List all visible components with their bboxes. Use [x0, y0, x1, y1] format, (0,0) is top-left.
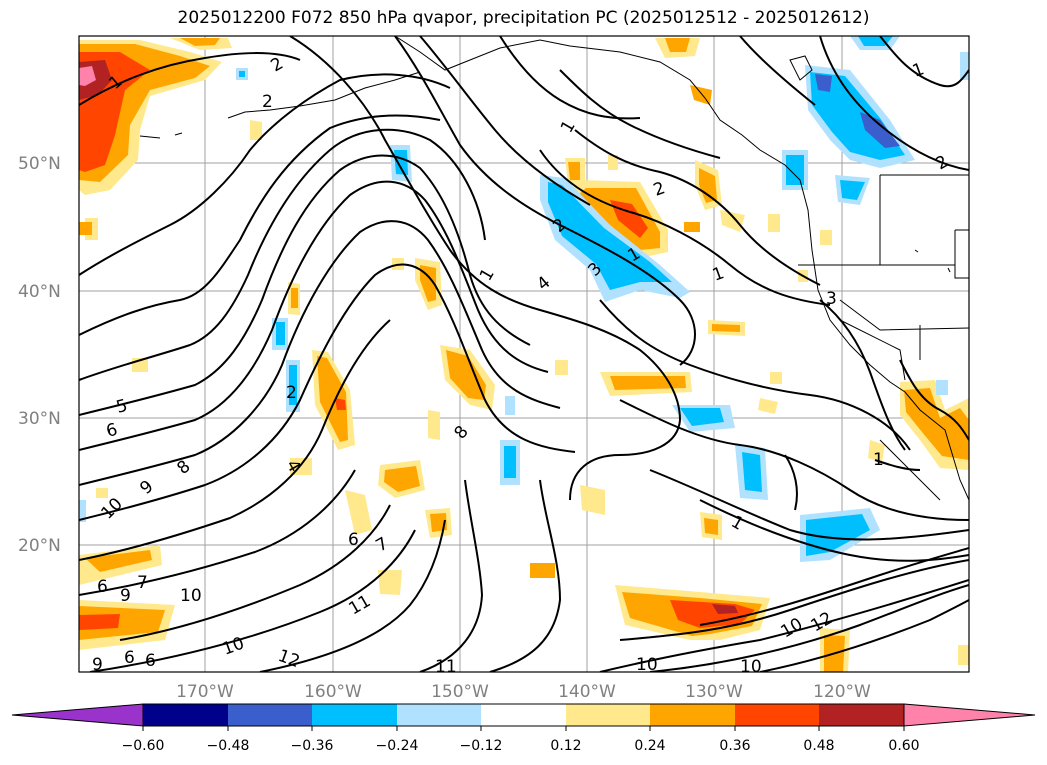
lon-label-130w: 130°W: [685, 682, 743, 702]
lon-label-170w: 170°W: [176, 682, 234, 702]
colorbar-tick-label: −0.60: [122, 738, 165, 754]
colorbar-segment: [735, 704, 819, 726]
colorbar-tick-label: 0.48: [803, 738, 834, 754]
lat-label-30n: 30°N: [18, 409, 61, 429]
colorbar-segment: [819, 704, 904, 726]
colorbar-tick-label: 0.60: [888, 738, 919, 754]
contour-label: 6: [124, 648, 135, 668]
contour-label: 9: [120, 586, 131, 606]
contour-label: 6: [104, 420, 120, 442]
contour-label: 6: [97, 577, 108, 597]
lat-label-20n: 20°N: [18, 536, 61, 556]
precip-negative-shading: [79, 36, 969, 562]
coastlines: [139, 36, 969, 501]
latitude-labels: 50°N 40°N 30°N 20°N: [18, 154, 61, 556]
contour-label: 1: [873, 450, 884, 470]
colorbar-extend-high: [903, 703, 1036, 727]
precip-positive-shading: [79, 38, 969, 672]
lon-label-120w: 120°W: [813, 682, 871, 702]
colorbar-tick-label: −0.36: [291, 738, 334, 754]
contour-label: 9: [92, 655, 103, 675]
lat-label-50n: 50°N: [18, 154, 61, 174]
colorbar-tick-label: 0.24: [634, 738, 665, 754]
plot-frame: [78, 35, 970, 673]
lon-label-150w: 150°W: [431, 682, 489, 702]
colorbar-tick-label: −0.48: [207, 738, 250, 754]
colorbar: −0.60 −0.48 −0.36 −0.24 −0.12 0.12 0.24 …: [11, 703, 1036, 754]
colorbar-segment: [143, 704, 228, 726]
colorbar-frame: [142, 703, 905, 727]
lon-label-140w: 140°W: [558, 682, 616, 702]
contour-label: 6: [348, 530, 359, 550]
lon-label-160w: 160°W: [304, 682, 362, 702]
colorbar-tick-label: 0.36: [719, 738, 750, 754]
contour-label: 5: [114, 396, 130, 418]
colorbar-segment: [566, 704, 650, 726]
contour-label: 7: [137, 573, 148, 593]
colorbar-segment: [481, 704, 566, 726]
plot-area: [79, 36, 969, 672]
longitude-labels: 170°W 160°W 150°W 140°W 130°W 120°W: [176, 682, 871, 702]
colorbar-segment: [228, 704, 312, 726]
colorbar-tick-label: −0.24: [376, 738, 419, 754]
colorbar-ticks: [142, 726, 905, 731]
contour-label: 3: [826, 289, 837, 309]
contour-label: 6: [145, 651, 156, 671]
colorbar-segment: [397, 704, 481, 726]
colorbar-extend-low: [11, 703, 144, 727]
contour-label: 10: [636, 655, 658, 675]
contour-label: 2: [286, 383, 297, 403]
lat-label-40n: 40°N: [18, 282, 61, 302]
colorbar-tick-label: 0.12: [550, 738, 581, 754]
contour-label: 10: [180, 586, 202, 606]
contour-label: 2: [262, 92, 273, 112]
contour-label: 11: [435, 657, 457, 677]
contour-label: 10: [740, 657, 762, 677]
colorbar-segment: [312, 704, 397, 726]
colorbar-segment: [650, 704, 735, 726]
qvapor-contours: [79, 36, 969, 672]
colorbar-tick-label: −0.12: [460, 738, 503, 754]
map-title: 2025012200 F072 850 hPa qvapor, precipit…: [177, 8, 870, 28]
